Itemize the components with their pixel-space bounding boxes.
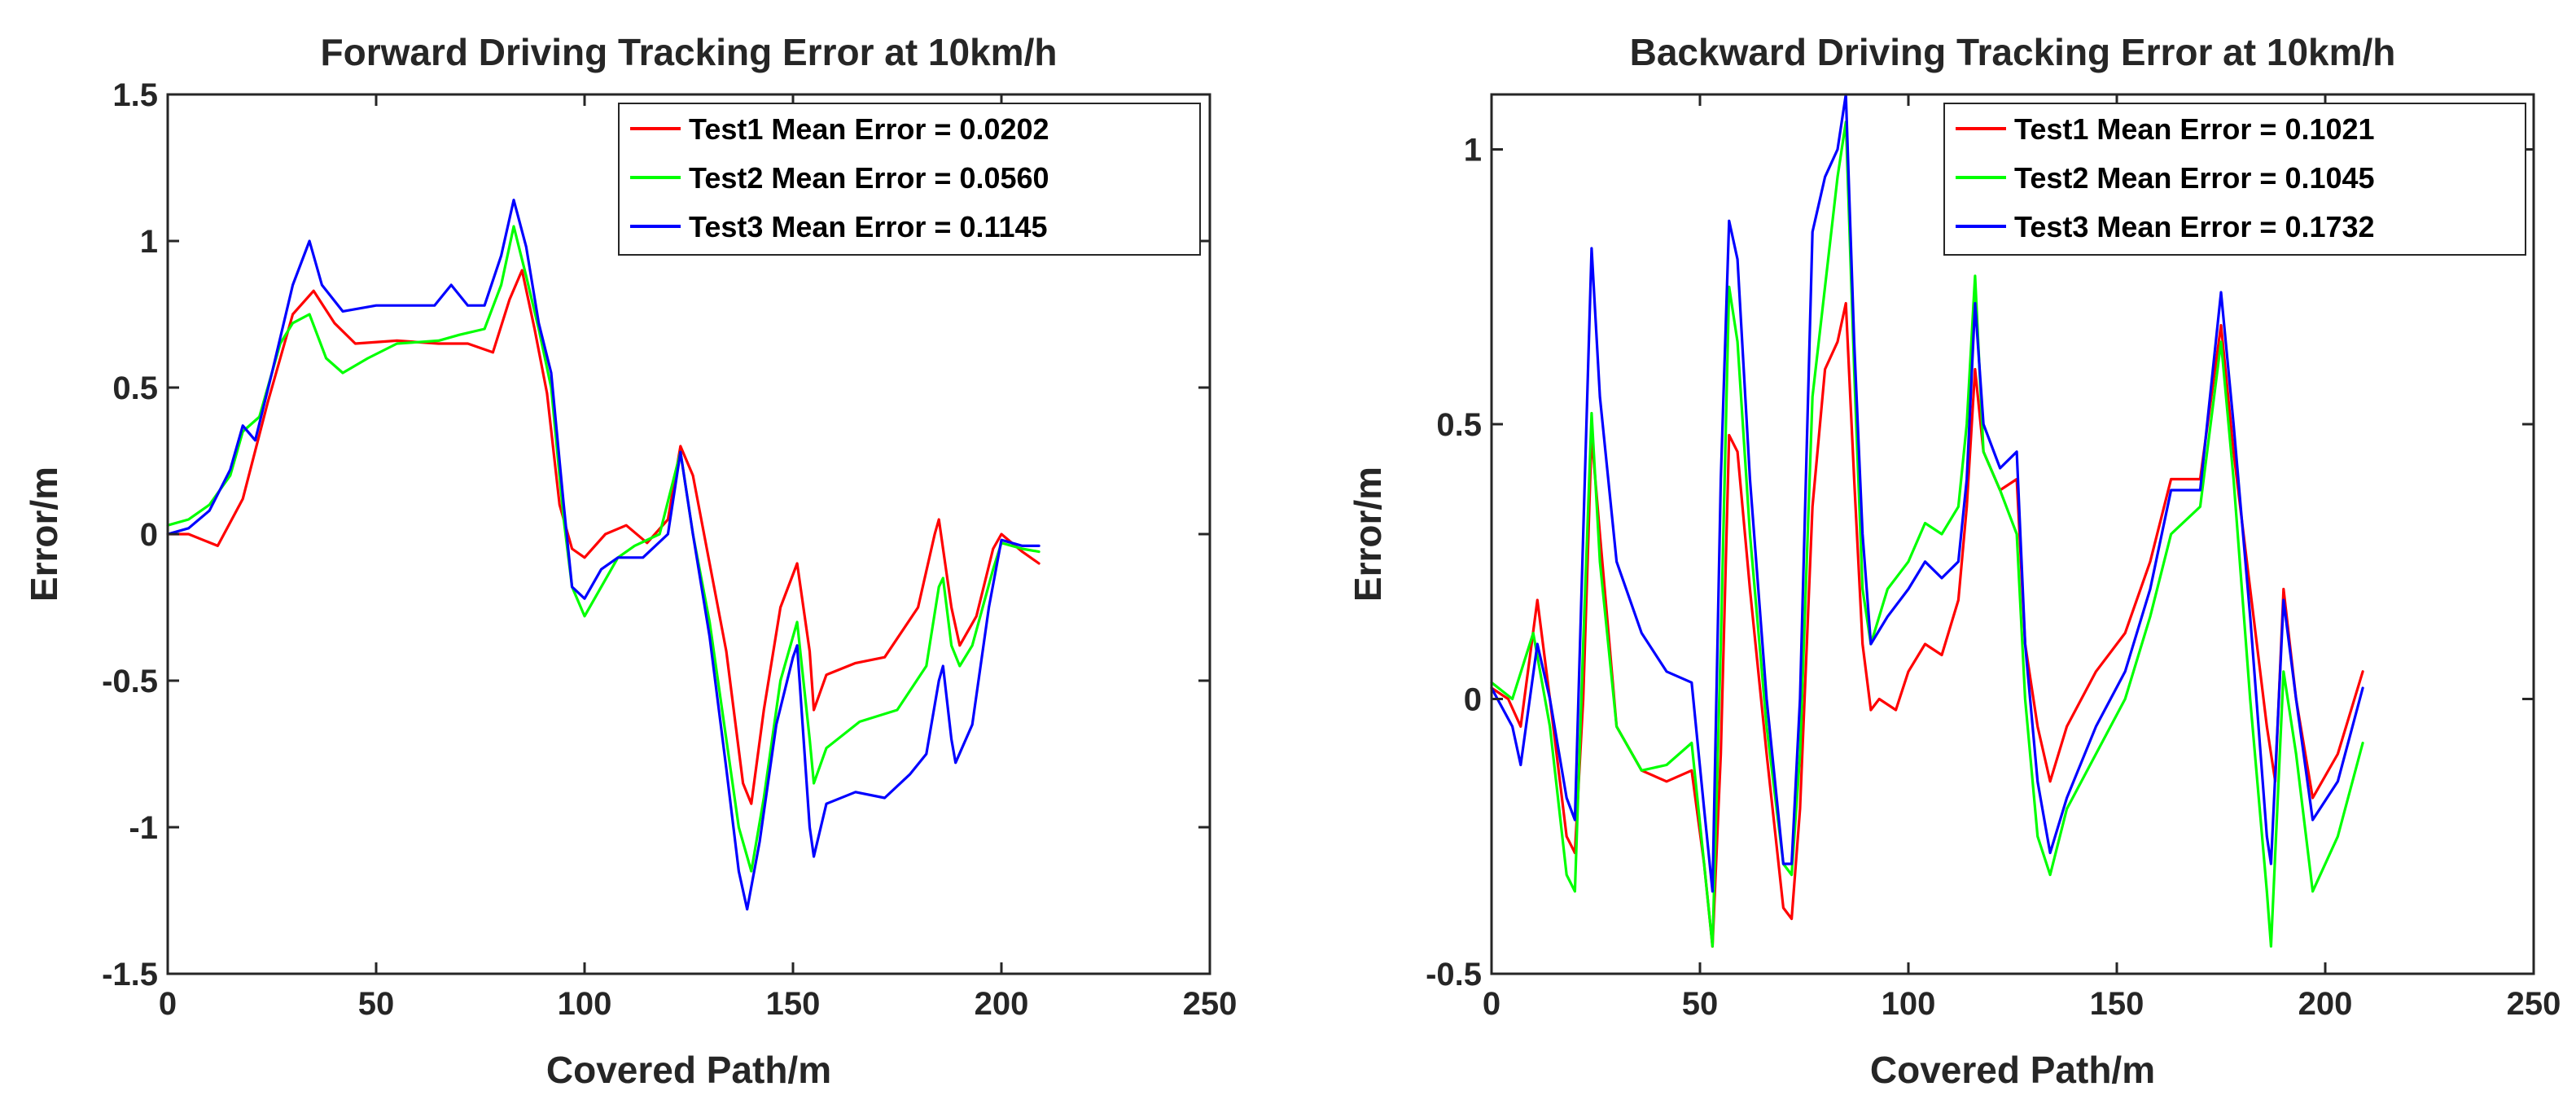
forward-legend-label-test3: Test3 Mean Error = 0.1145	[689, 210, 1048, 243]
backward-x-tick-label: 50	[1682, 986, 1719, 1022]
backward-x-tick-label: 250	[2507, 986, 2561, 1022]
forward-y-tick-label: 1	[140, 224, 158, 260]
forward-y-label: Error/m	[23, 467, 65, 602]
forward-legend: Test1 Mean Error = 0.0202 Test2 Mean Err…	[618, 103, 1201, 256]
forward-y-tick-label: 0	[140, 517, 158, 553]
backward-series-test3-line	[1490, 93, 2364, 893]
backward-legend-label-test2: Test2 Mean Error = 0.1045	[2014, 161, 2375, 195]
backward-x-tick-label: 150	[2090, 986, 2144, 1022]
backward-x-tick-label: 200	[2298, 986, 2353, 1022]
backward-series-group	[1490, 93, 2364, 948]
forward-x-label: Covered Path/m	[546, 1049, 831, 1091]
backward-y-tick-label: -0.5	[1426, 957, 1482, 992]
forward-series-test3-line	[166, 199, 1040, 911]
backward-y-tick-label: 0	[1464, 682, 1482, 718]
forward-x-tick-label: 50	[358, 986, 395, 1022]
forward-series-test1-line	[166, 269, 1040, 805]
backward-legend-label-test1: Test1 Mean Error = 0.1021	[2014, 112, 2375, 146]
forward-legend-label-test2: Test2 Mean Error = 0.0560	[689, 161, 1049, 195]
forward-y-tick-label: -1	[129, 810, 158, 846]
backward-ticks: 0 50 100 150 200 250-0.500.51	[1426, 94, 2561, 1022]
backward-x-tick-label: 0	[1483, 986, 1500, 1022]
backward-y-tick-label: 0.5	[1436, 407, 1482, 443]
backward-y-tick-label: 1	[1464, 133, 1482, 169]
backward-legend-label-test3: Test3 Mean Error = 0.1732	[2014, 210, 2375, 243]
backward-legend: Test1 Mean Error = 0.1021 Test2 Mean Err…	[1943, 103, 2526, 256]
backward-axes-box	[1490, 93, 2535, 975]
forward-y-tick-label: -0.5	[102, 664, 158, 699]
forward-legend-box	[618, 103, 1201, 256]
forward-y-tick-label: 0.5	[112, 370, 158, 406]
forward-x-tick-label: 250	[1183, 986, 1238, 1022]
forward-legend-label-test1: Test1 Mean Error = 0.0202	[689, 112, 1049, 146]
forward-x-tick-label: 0	[159, 986, 177, 1022]
backward-legend-box	[1943, 103, 2526, 256]
forward-series-test2-line	[166, 225, 1040, 873]
backward-title: Backward Driving Tracking Error at 10km/…	[1630, 31, 2396, 73]
forward-y-tick-label: -1.5	[102, 957, 158, 992]
forward-series-group	[166, 199, 1040, 911]
backward-x-label: Covered Path/m	[1870, 1049, 2155, 1091]
backward-y-label: Error/m	[1347, 467, 1389, 602]
forward-y-tick-label: 1.5	[112, 77, 158, 113]
backward-chart: 0 50 100 150 200 250-0.500.51 Backward Drivin…	[1347, 31, 2561, 1091]
backward-x-tick-label: 100	[1882, 986, 1936, 1022]
forward-x-tick-label: 150	[766, 986, 821, 1022]
forward-chart: 0 50 100 150 200 250 -1.5 -1 -0.5 0 0.5 1 1.5 Forwar…	[23, 31, 1237, 1091]
forward-x-tick-label: 200	[975, 986, 1029, 1022]
forward-title: Forward Driving Tracking Error at 10km/h	[321, 31, 1058, 73]
forward-x-tick-label: 100	[558, 986, 612, 1022]
